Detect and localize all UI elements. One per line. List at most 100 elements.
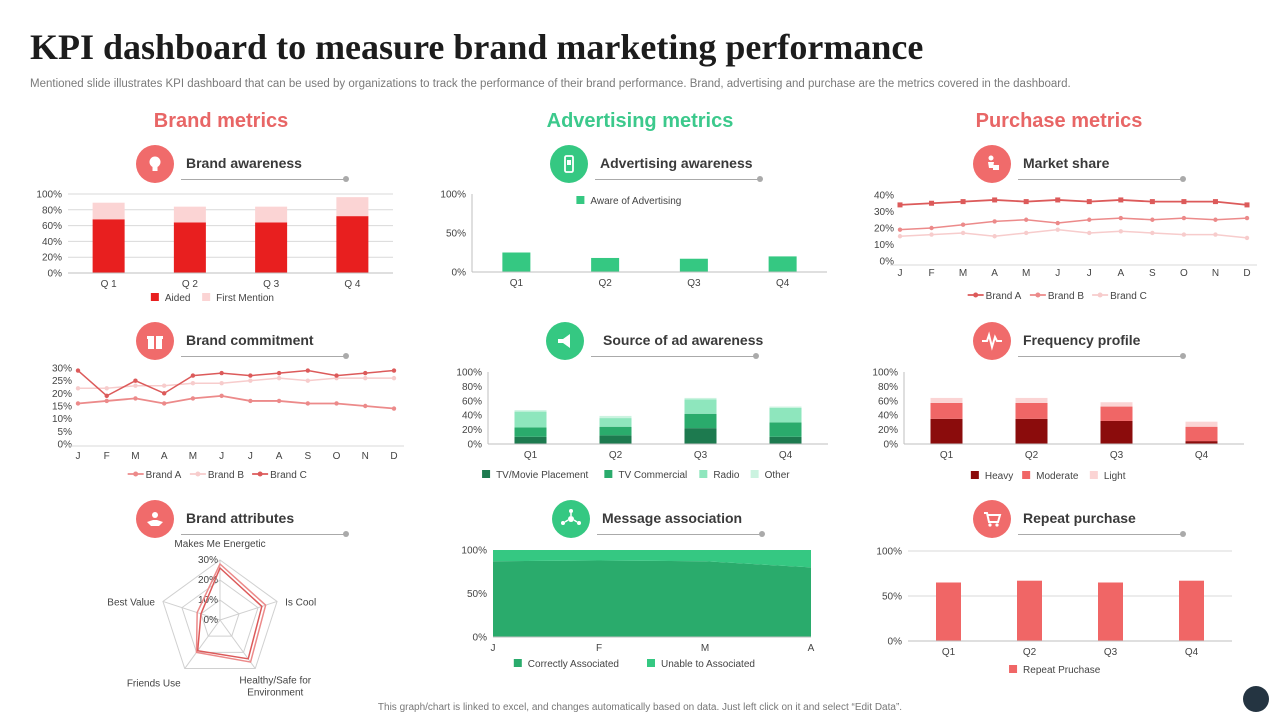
data-point	[248, 373, 253, 378]
x-tick-label: M	[1022, 268, 1030, 279]
data-point	[960, 199, 966, 205]
data-point	[1023, 199, 1029, 205]
bar-repeat-pruchase	[936, 582, 961, 641]
y-tick-label: 80%	[462, 382, 482, 393]
data-point	[391, 375, 397, 381]
x-tick-label: Q3	[687, 278, 701, 289]
data-point	[1087, 217, 1092, 222]
data-point	[75, 386, 81, 391]
x-tick-label: Q2	[1025, 450, 1039, 461]
y-tick-label: 20%	[52, 389, 72, 400]
bar-aware-of-advertising	[768, 256, 797, 272]
data-point	[305, 401, 311, 406]
legend-swatch	[513, 659, 522, 667]
data-point	[190, 373, 196, 378]
data-point	[1244, 202, 1250, 208]
brand-awareness-chart: 0% 20% 40% 60% 80% 100% Q 1 Q 2 Q 3 Q 4 Aided First…	[36, 190, 393, 304]
data-point	[391, 368, 397, 373]
data-point	[161, 401, 167, 406]
advertising-awareness-title: Advertising awareness	[600, 155, 753, 171]
y-tick-label: 80%	[42, 205, 62, 216]
radar-spoke	[162, 600, 221, 621]
data-point	[305, 378, 311, 383]
data-point	[1055, 220, 1060, 226]
brand-commitment-chart: 0% 5% 10%15% 20% 25%30% J F M A M J J A S O N D Brand A Br…	[52, 364, 404, 481]
data-point	[1150, 217, 1155, 222]
x-tick-label: Q1	[524, 450, 538, 461]
data-point	[219, 393, 224, 399]
data-point	[190, 396, 196, 401]
x-tick-label: Q 4	[344, 279, 361, 290]
y-tick-label: 0%	[884, 440, 899, 451]
y-tick-label: 100%	[36, 190, 62, 201]
data-point	[334, 373, 339, 378]
legend-marker	[1097, 292, 1103, 298]
x-tick-label: A	[161, 451, 168, 462]
legend-label: Brand A	[146, 470, 182, 481]
axis-label: Makes Me Energetic	[174, 539, 265, 550]
radar-grid-ring	[181, 579, 259, 653]
data-point	[929, 225, 934, 231]
data-point	[161, 391, 167, 396]
brand-attributes-header: Brand attributes	[136, 500, 351, 540]
header-divider	[1018, 179, 1183, 180]
network-icon	[552, 500, 590, 538]
y-tick-label: 50%	[446, 229, 466, 240]
market-share-title: Market share	[1023, 155, 1110, 171]
x-tick-label: A	[808, 643, 815, 654]
mobile-ad-icon	[550, 145, 588, 183]
y-tick-label: 100%	[876, 547, 902, 558]
legend-label: Correctly Associated	[528, 659, 619, 670]
bar-radio	[769, 408, 802, 423]
legend-swatch	[1089, 471, 1098, 479]
y-tick-label: 0%	[888, 637, 903, 648]
data-point	[248, 378, 253, 383]
x-tick-label: Q1	[510, 278, 524, 289]
bar-aided	[173, 222, 206, 273]
data-point	[1086, 199, 1092, 205]
x-tick-label: Q 2	[182, 279, 199, 290]
x-tick-label: F	[928, 268, 934, 279]
area-correctly-associated	[493, 560, 811, 637]
header-divider-dot	[757, 176, 763, 182]
y-tick-label: 30%	[52, 364, 72, 375]
y-tick-label: 40%	[462, 411, 482, 422]
x-tick-label: Q3	[1110, 450, 1124, 461]
bar-radio	[684, 399, 717, 414]
data-point	[334, 401, 339, 406]
x-tick-label: J	[248, 451, 253, 462]
y-tick-label: 40%	[42, 237, 62, 248]
legend-label: Light	[1104, 471, 1126, 482]
market-share-header: Market share	[973, 145, 1188, 185]
legend-swatch	[202, 293, 211, 301]
source-ad-chart: 0% 20% 40% 60% 80% 100% Q1 Q2 Q3 Q4 TV/Movie Place…	[456, 368, 828, 481]
radar-series	[195, 562, 267, 663]
pulse-icon	[973, 322, 1011, 360]
data-point	[276, 370, 282, 376]
bar-moderate	[930, 402, 963, 419]
x-tick-label: S	[304, 451, 311, 462]
data-point	[391, 406, 397, 411]
y-tick-label: 0%	[880, 257, 895, 268]
header-divider	[181, 179, 346, 180]
y-tick-label: 60%	[878, 396, 898, 407]
brand-attributes-title: Brand attributes	[186, 510, 295, 526]
data-point	[75, 368, 81, 373]
header-divider	[591, 356, 756, 357]
data-point	[75, 401, 81, 406]
r-tick-label: 10%	[198, 595, 218, 606]
header-divider-dot	[1180, 353, 1186, 359]
y-tick-label: 100%	[456, 368, 482, 379]
x-tick-label: F	[104, 451, 110, 462]
header-divider	[181, 534, 346, 535]
data-point	[133, 378, 138, 383]
brand-commitment-header: Brand commitment	[136, 322, 351, 362]
data-point	[1181, 199, 1187, 205]
advertising-awareness-chart: 0% 50% 100% Q1 Q2 Q3 Q4 Aware of Advertising	[440, 190, 827, 289]
frequency-profile-title: Frequency profile	[1023, 332, 1141, 348]
data-point	[960, 230, 966, 236]
legend-label: Brand B	[208, 470, 244, 481]
y-tick-label: 15%	[52, 402, 72, 413]
source-ad-title: Source of ad awareness	[603, 332, 764, 348]
source-ad-header: Source of ad awareness	[546, 322, 764, 362]
